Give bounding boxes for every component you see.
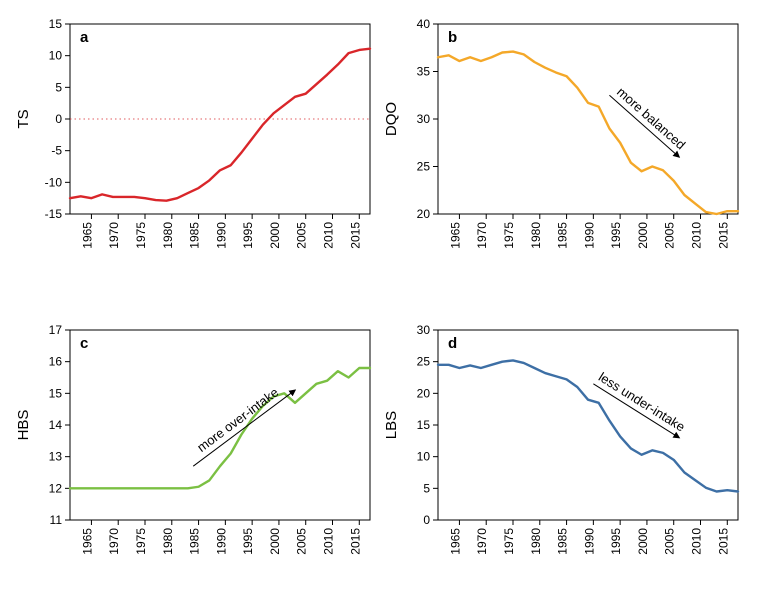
y-tick-label: 20 <box>417 386 431 400</box>
panel-letter: d <box>448 335 457 352</box>
x-tick-label: 2010 <box>690 528 704 555</box>
y-tick-label: 0 <box>423 513 430 527</box>
annotation-text: less under-intake <box>596 369 688 434</box>
x-tick-label: 2015 <box>716 528 730 555</box>
plot-frame <box>438 330 738 520</box>
x-tick-label: 2005 <box>663 528 677 555</box>
x-tick-label: 1985 <box>556 528 570 555</box>
x-tick-label: 1980 <box>529 528 543 555</box>
y-tick-label: 5 <box>423 481 430 495</box>
x-tick-label: 1970 <box>475 528 489 555</box>
x-tick-label: 2000 <box>636 528 650 555</box>
x-tick-label: 1965 <box>448 528 462 555</box>
x-tick-label: 1995 <box>609 528 623 555</box>
y-axis-label: LBS <box>383 411 400 439</box>
panel-d: 0 5 10 15 20 25 30 1965 1970 1975 1980 1985 1990 1995… <box>0 0 770 598</box>
y-tick-label: 10 <box>417 450 431 464</box>
data-line-d <box>438 360 738 491</box>
figure-grid: -15-10-505101519651970197519801985199019… <box>0 0 770 598</box>
x-tick-label: 1975 <box>502 528 516 555</box>
y-tick-label: 30 <box>417 323 431 337</box>
y-tick-label: 15 <box>417 418 431 432</box>
y-tick-label: 25 <box>417 355 431 369</box>
x-tick-label: 1990 <box>582 528 596 555</box>
